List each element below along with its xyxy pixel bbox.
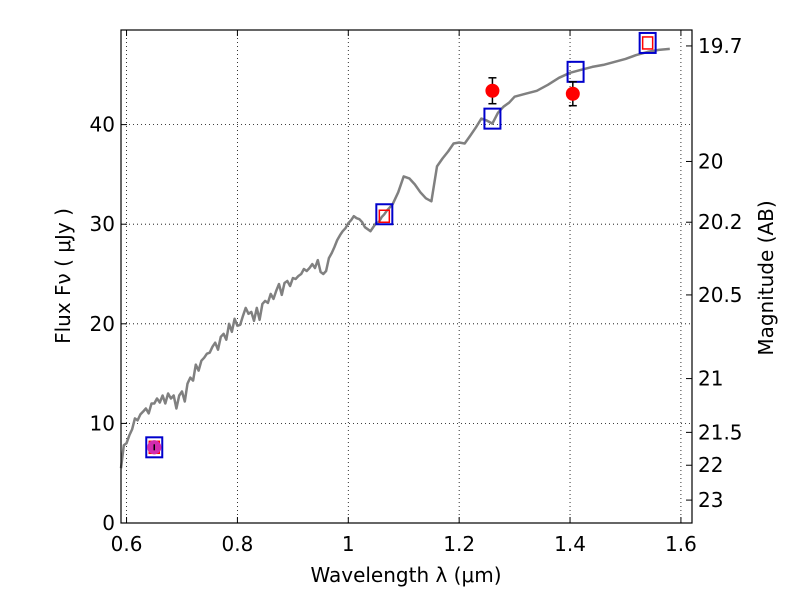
- y2-axis-label-text: Magnitude (AB): [754, 200, 778, 355]
- axis-ticks: 0.6 0.8 1 1.2 1.4 1.6 0 10 20 30 40 19.7 20 20.2 20.5 2…: [90, 30, 743, 556]
- model-photometry-red-square: [378, 209, 391, 223]
- photometry-points: [145, 31, 657, 459]
- model-spectrum: [119, 47, 670, 469]
- mag-tick-label: 21: [698, 367, 723, 391]
- model-photometry-red-square: [641, 36, 654, 50]
- mag-tick-label: 20: [698, 149, 723, 173]
- x-tick-label: 0.8: [222, 532, 254, 556]
- observed-flux-point: [565, 86, 580, 101]
- model-photometry-blue-square: [638, 31, 657, 54]
- x-tick-label: 1.4: [554, 532, 586, 556]
- y-tick-label: 10: [90, 411, 115, 435]
- mag-tick-label: 23: [698, 488, 723, 512]
- x-tick-label: 1: [342, 532, 355, 556]
- x-tick-label: 0.6: [111, 532, 143, 556]
- x-axis-label-text: Wavelength λ (μm): [310, 563, 501, 587]
- y-axis-label-text: Flux Fν ( μJy ): [51, 208, 75, 344]
- model-spectrum-line: [119, 47, 670, 469]
- y-tick-label: 20: [90, 312, 115, 336]
- mag-tick-label: 20.2: [698, 210, 743, 234]
- plot-frame: [120, 29, 693, 524]
- mag-tick-label: 20.5: [698, 283, 743, 307]
- x-tick-label: 1.2: [443, 532, 475, 556]
- y-tick-label: 40: [90, 113, 115, 137]
- model-photometry-blue-square: [375, 203, 394, 226]
- y2-axis-label: Magnitude (AB): [754, 200, 778, 355]
- mag-tick-label: 22: [698, 453, 723, 477]
- y-tick-label: 0: [102, 511, 115, 535]
- model-photometry-blue-square: [145, 436, 164, 459]
- model-photometry-blue-square: [483, 107, 502, 130]
- y-tick-label: 30: [90, 212, 115, 236]
- mag-tick-label: 21.5: [698, 420, 743, 444]
- x-axis-label: Wavelength λ (μm): [310, 563, 501, 587]
- observed-flux-point: [485, 83, 500, 98]
- y-axis-label: Flux Fν ( μJy ): [51, 208, 75, 344]
- mag-tick-label: 19.7: [698, 34, 743, 58]
- x-tick-label: 1.6: [665, 532, 697, 556]
- grid: [121, 30, 692, 524]
